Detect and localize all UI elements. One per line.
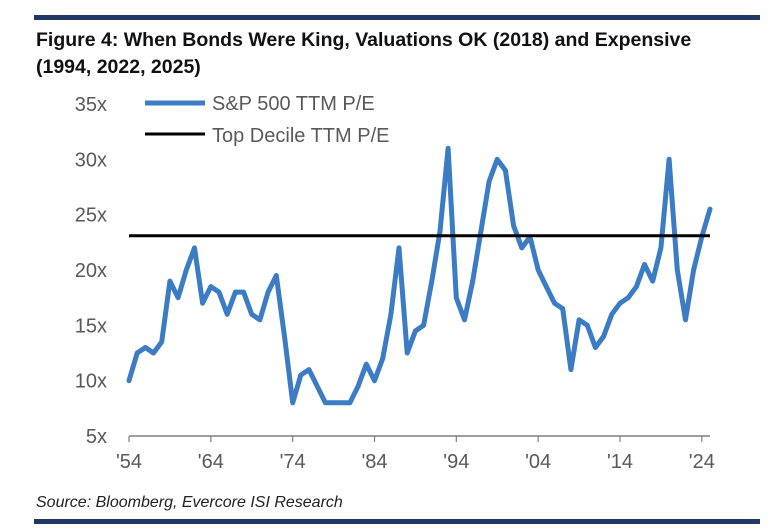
data-point-sp500-pe xyxy=(380,356,385,361)
data-point-sp500-pe xyxy=(625,295,631,300)
data-point-sp500-pe xyxy=(609,312,615,317)
data-point-sp500-pe xyxy=(192,245,197,251)
y-tick-label: 15x xyxy=(75,315,107,337)
data-point-sp500-pe xyxy=(282,334,287,339)
y-tick-label: 35x xyxy=(75,94,107,116)
x-tick-label: '14 xyxy=(607,451,633,473)
legend-label-top-decile: Top Decile TTM P/E xyxy=(212,125,389,147)
data-point-sp500-pe xyxy=(306,367,312,372)
y-tick-label: 25x xyxy=(75,205,107,227)
data-point-sp500-pe xyxy=(388,312,394,317)
data-point-sp500-pe xyxy=(617,301,623,306)
data-point-sp500-pe xyxy=(495,157,500,162)
y-tick-label: 10x xyxy=(75,371,107,393)
data-point-sp500-pe xyxy=(413,328,418,334)
data-point-sp500-pe xyxy=(405,350,410,356)
data-point-sp500-pe xyxy=(601,334,606,339)
plot-area xyxy=(126,145,713,406)
y-tick-label: 30x xyxy=(75,149,107,171)
data-point-sp500-pe xyxy=(257,317,263,322)
bottom-rule xyxy=(34,519,760,524)
data-point-sp500-pe xyxy=(200,301,205,306)
data-point-sp500-pe xyxy=(151,350,156,356)
data-point-sp500-pe xyxy=(454,295,459,300)
data-point-sp500-pe xyxy=(642,262,647,267)
x-tick-label: '24 xyxy=(689,451,715,473)
axes: 5x 10x 15x 20x 25x 30x 35x '54 '64 '74 '84 '94 '04 '1… xyxy=(75,94,715,473)
data-point-sp500-pe xyxy=(323,400,328,405)
data-point-sp500-pe xyxy=(445,146,451,151)
data-point-sp500-pe xyxy=(290,400,295,405)
data-point-sp500-pe xyxy=(683,317,688,322)
data-point-sp500-pe xyxy=(331,400,336,405)
data-point-sp500-pe xyxy=(126,378,132,383)
data-point-sp500-pe xyxy=(274,273,279,278)
data-point-sp500-pe xyxy=(241,289,246,295)
data-point-sp500-pe xyxy=(355,384,361,389)
data-point-sp500-pe xyxy=(544,284,549,289)
data-point-sp500-pe xyxy=(470,278,475,284)
data-point-sp500-pe xyxy=(486,179,492,184)
data-point-sp500-pe xyxy=(249,312,254,317)
data-point-sp500-pe xyxy=(184,267,189,273)
figure-title: Figure 4: When Bonds Were King, Valuatio… xyxy=(36,29,692,78)
data-point-sp500-pe xyxy=(167,278,173,284)
legend-label-sp500-pe: S&P 500 TTM P/E xyxy=(212,93,375,115)
data-point-sp500-pe xyxy=(462,317,467,322)
data-point-sp500-pe xyxy=(568,367,574,372)
x-tick-label: '74 xyxy=(280,451,306,473)
data-point-sp500-pe xyxy=(233,289,238,295)
top-rule xyxy=(34,15,760,20)
legend: S&P 500 TTM P/E Top Decile TTM P/E xyxy=(145,93,389,147)
x-tick-label: '64 xyxy=(198,451,224,473)
data-point-sp500-pe xyxy=(159,339,164,345)
data-point-sp500-pe xyxy=(519,245,524,251)
data-point-sp500-pe xyxy=(634,284,639,289)
data-point-sp500-pe xyxy=(347,400,353,405)
data-point-sp500-pe xyxy=(134,350,140,356)
data-point-sp500-pe xyxy=(560,306,565,311)
x-tick-label: '84 xyxy=(361,451,387,473)
data-point-sp500-pe xyxy=(552,301,557,306)
data-point-sp500-pe xyxy=(396,245,402,251)
y-tick-label: 20x xyxy=(75,260,107,282)
data-point-sp500-pe xyxy=(650,278,655,284)
data-point-sp500-pe xyxy=(372,378,377,383)
data-point-sp500-pe xyxy=(224,312,230,317)
data-point-sp500-pe xyxy=(298,372,304,378)
series-line-sp500-pe xyxy=(126,145,713,406)
data-point-sp500-pe xyxy=(593,345,598,350)
data-point-sp500-pe xyxy=(503,168,508,173)
data-point-sp500-pe xyxy=(208,284,214,289)
x-tick-label: '94 xyxy=(443,451,469,473)
data-point-sp500-pe xyxy=(216,289,222,295)
data-point-sp500-pe xyxy=(658,245,664,251)
data-point-sp500-pe xyxy=(585,323,590,328)
data-point-sp500-pe xyxy=(437,229,443,234)
data-point-sp500-pe xyxy=(421,323,426,328)
data-point-sp500-pe xyxy=(576,317,582,322)
data-point-sp500-pe xyxy=(315,384,320,389)
data-point-sp500-pe xyxy=(691,267,696,273)
data-point-sp500-pe xyxy=(675,267,680,273)
data-point-sp500-pe xyxy=(535,267,541,273)
data-point-sp500-pe xyxy=(265,289,271,295)
data-point-sp500-pe xyxy=(666,157,672,162)
data-point-sp500-pe xyxy=(364,361,369,367)
data-point-sp500-pe xyxy=(175,295,181,300)
data-point-sp500-pe xyxy=(339,400,344,405)
data-point-sp500-pe xyxy=(429,278,434,284)
data-point-sp500-pe xyxy=(143,345,148,350)
x-tick-label: '54 xyxy=(116,451,142,473)
y-tick-label: 5x xyxy=(86,426,107,448)
source-note: Source: Bloomberg, Evercore ISI Research xyxy=(36,494,343,511)
data-point-sp500-pe xyxy=(511,223,516,228)
data-point-sp500-pe xyxy=(707,206,713,212)
x-tick-label: '04 xyxy=(525,451,551,473)
data-point-sp500-pe xyxy=(478,229,484,234)
